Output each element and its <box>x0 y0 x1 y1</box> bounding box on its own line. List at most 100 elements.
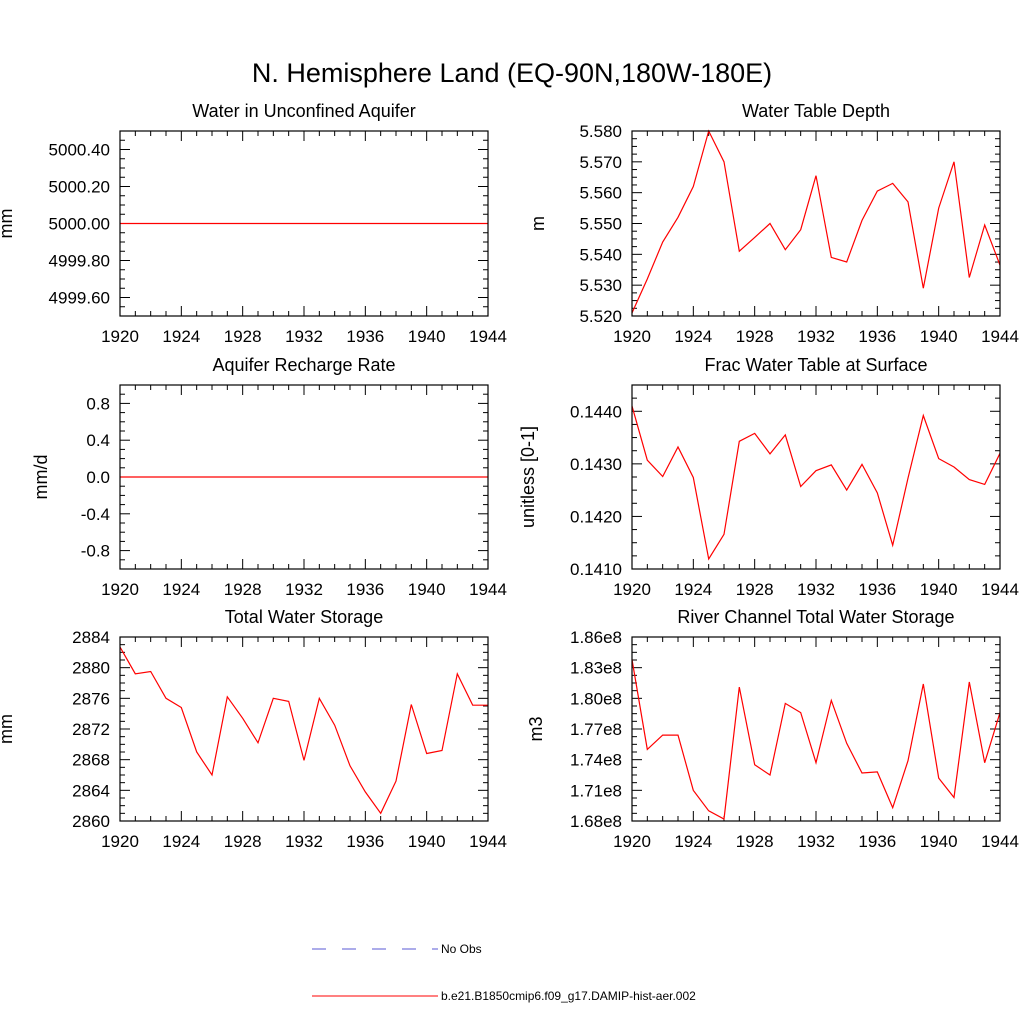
legend-item: b.e21.B1850cmip6.f09_g17.DAMIP-hist-aer.… <box>312 989 696 1003</box>
panel-title: Total Water Storage <box>225 607 383 627</box>
y-tick-label: 1.80e8 <box>570 689 622 708</box>
series-line <box>631 659 1001 820</box>
panel-title: Water Table Depth <box>742 101 890 121</box>
legend-label: b.e21.B1850cmip6.f09_g17.DAMIP-hist-aer.… <box>441 989 696 1003</box>
y-tick-label: 5000.00 <box>49 215 110 234</box>
chart-panel-3: Aquifer Recharge Rate mm/d 1920 1924 1928 193… <box>31 355 507 599</box>
x-tick-label: 1944 <box>469 580 507 599</box>
x-tick-label: 1928 <box>736 832 774 851</box>
x-tick-label: 1944 <box>469 327 507 346</box>
x-tick-label: 1936 <box>858 580 896 599</box>
x-tick-label: 1944 <box>981 327 1019 346</box>
panel-title: River Channel Total Water Storage <box>677 607 954 627</box>
y-tick-label: 1.86e8 <box>570 628 622 647</box>
x-tick-label: 1932 <box>797 832 835 851</box>
y-axis-label: mm <box>0 714 16 744</box>
x-tick-label: 1936 <box>858 832 896 851</box>
x-tick-label: 1932 <box>797 327 835 346</box>
y-tick-label: 5.530 <box>579 276 622 295</box>
x-tick-label: 1932 <box>285 832 323 851</box>
y-tick-label: 1.71e8 <box>570 781 622 800</box>
x-tick-label: 1940 <box>408 832 446 851</box>
x-tick-label: 1920 <box>613 832 651 851</box>
y-axis-label: m <box>528 216 548 231</box>
series-line <box>631 129 1001 314</box>
chart-panels: Water in Unconfined Aquifer mm 1920 1924 192… <box>0 101 1019 851</box>
y-tick-label: 1.74e8 <box>570 751 622 770</box>
y-tick-label: 0.1430 <box>570 455 622 474</box>
x-tick-label: 1928 <box>736 327 774 346</box>
y-tick-label: 0.1440 <box>570 402 622 421</box>
x-tick-label: 1940 <box>408 327 446 346</box>
plot-frame <box>119 130 489 317</box>
x-tick-label: 1920 <box>613 327 651 346</box>
x-tick-label: 1928 <box>736 580 774 599</box>
x-tick-label: 1928 <box>224 327 262 346</box>
x-tick-label: 1936 <box>346 580 384 599</box>
x-tick-label: 1944 <box>981 832 1019 851</box>
chart-panel-1: Water in Unconfined Aquifer mm 1920 1924 192… <box>0 101 507 346</box>
y-tick-label: 5000.40 <box>49 141 110 160</box>
y-tick-label: 4999.80 <box>49 252 110 271</box>
x-tick-label: 1944 <box>469 832 507 851</box>
y-tick-label: 5.560 <box>579 184 622 203</box>
x-tick-label: 1932 <box>285 580 323 599</box>
x-tick-label: 1928 <box>224 580 262 599</box>
x-tick-label: 1940 <box>920 832 958 851</box>
x-tick-label: 1920 <box>101 832 139 851</box>
y-axis-label: mm/d <box>31 455 51 500</box>
legend: No Obs b.e21.B1850cmip6.f09_g17.DAMIP-his… <box>312 942 696 1003</box>
x-tick-label: 1936 <box>858 327 896 346</box>
x-tick-label: 1932 <box>285 327 323 346</box>
legend-item: No Obs <box>312 942 482 956</box>
y-tick-label: 2864 <box>72 781 110 800</box>
y-tick-label: 2884 <box>72 628 110 647</box>
x-tick-label: 1920 <box>101 580 139 599</box>
chart-panel-4: Frac Water Table at Surface unitless [0-1… <box>518 355 1019 599</box>
x-tick-label: 1924 <box>162 327 200 346</box>
y-axis-label: unitless [0-1] <box>518 426 538 528</box>
y-tick-label: 2860 <box>72 812 110 831</box>
y-tick-label: 5.550 <box>579 215 622 234</box>
series-line <box>119 646 488 815</box>
x-tick-label: 1924 <box>674 832 712 851</box>
plot-frame <box>631 384 1001 570</box>
y-tick-label: 2880 <box>72 659 110 678</box>
plot-frame <box>631 130 1001 317</box>
x-tick-label: 1932 <box>797 580 835 599</box>
y-tick-label: 2868 <box>72 751 110 770</box>
y-tick-label: 5000.20 <box>49 178 110 197</box>
y-tick-label: 1.77e8 <box>570 720 622 739</box>
y-tick-label: 2876 <box>72 689 110 708</box>
y-axis-label: m3 <box>526 716 546 741</box>
y-tick-label: 0.4 <box>86 431 110 450</box>
x-tick-label: 1924 <box>674 580 712 599</box>
plot-frame <box>119 636 489 822</box>
x-tick-label: 1940 <box>408 580 446 599</box>
x-tick-label: 1936 <box>346 327 384 346</box>
legend-label: No Obs <box>441 942 482 956</box>
y-axis-label: mm <box>0 209 16 239</box>
x-tick-label: 1920 <box>101 327 139 346</box>
y-tick-label: 4999.60 <box>49 289 110 308</box>
x-tick-label: 1940 <box>920 580 958 599</box>
y-tick-label: 5.580 <box>579 122 622 141</box>
x-tick-label: 1944 <box>981 580 1019 599</box>
x-tick-label: 1924 <box>674 327 712 346</box>
panel-title: Frac Water Table at Surface <box>704 355 927 375</box>
series-line <box>631 405 1001 561</box>
chart-panel-5: Total Water Storage mm 1920 1924 1928 1932 193… <box>0 607 507 851</box>
y-tick-label: -0.4 <box>81 505 110 524</box>
x-tick-label: 1924 <box>162 580 200 599</box>
y-tick-label: 0.1420 <box>570 507 622 526</box>
figure-title: N. Hemisphere Land (EQ-90N,180W-180E) <box>252 58 772 88</box>
y-tick-label: 5.570 <box>579 153 622 172</box>
x-tick-label: 1940 <box>920 327 958 346</box>
chart-panel-2: Water Table Depth m 1920 1924 1928 1932 1936 19… <box>528 101 1019 346</box>
y-tick-label: 1.83e8 <box>570 659 622 678</box>
x-tick-label: 1936 <box>346 832 384 851</box>
panel-title: Water in Unconfined Aquifer <box>192 101 415 121</box>
plot-frame <box>119 384 489 570</box>
y-tick-label: -0.8 <box>81 542 110 561</box>
